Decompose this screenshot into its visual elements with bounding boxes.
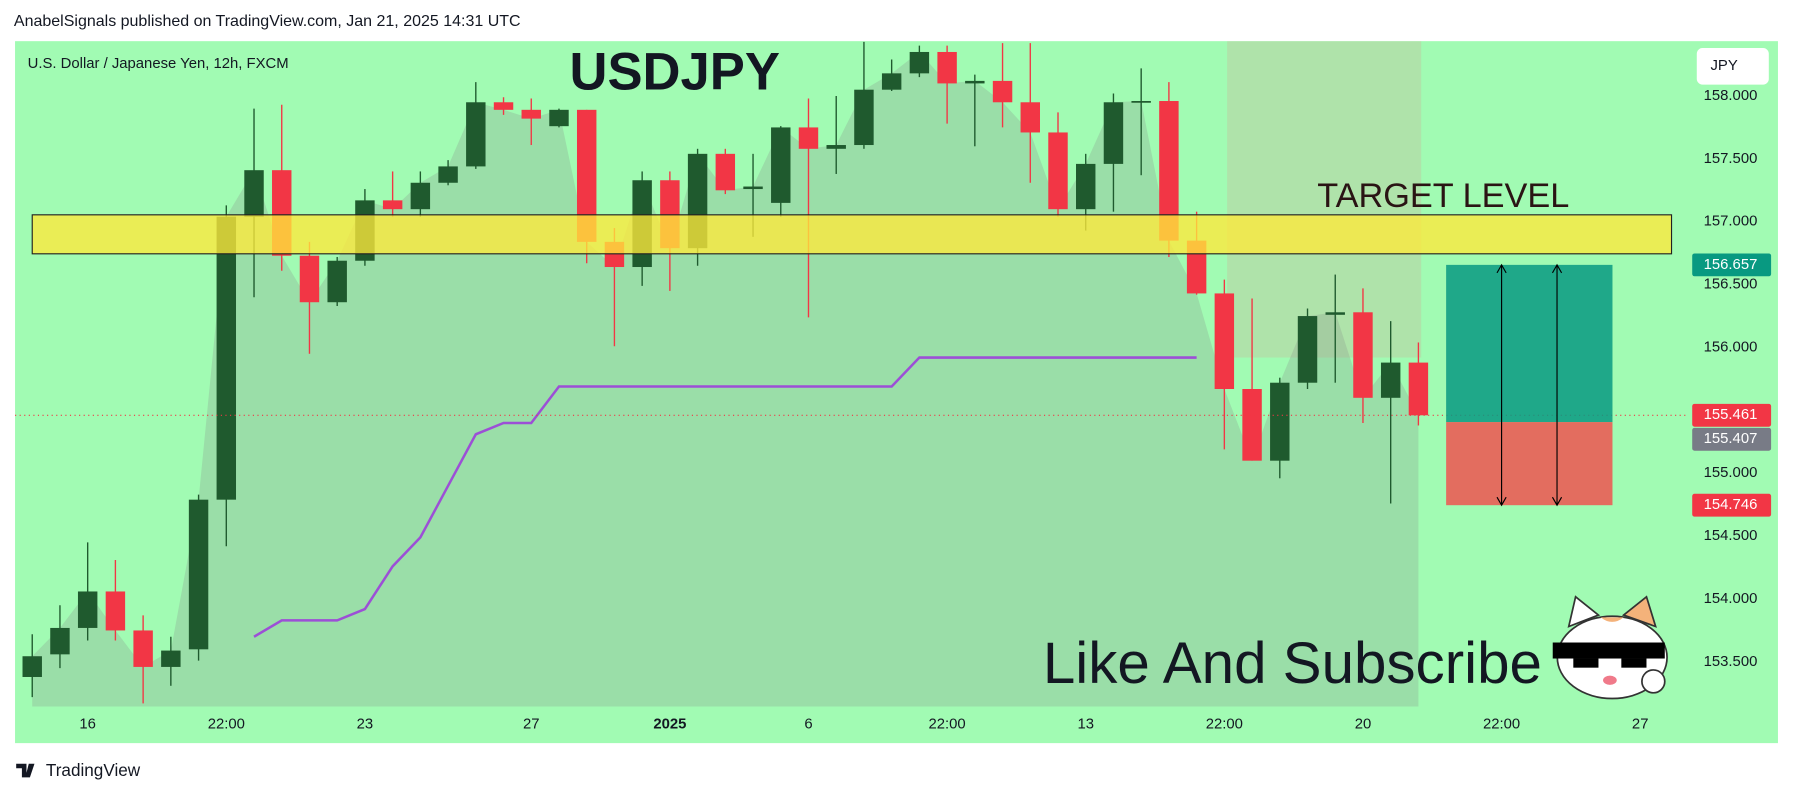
- y-tick-label: 158.000: [1704, 88, 1758, 104]
- candle-body: [1353, 312, 1373, 398]
- candle-body: [909, 51, 930, 74]
- y-tick-label: 155.000: [1704, 465, 1758, 481]
- x-tick-label: 27: [523, 717, 540, 733]
- candle-body: [1020, 102, 1040, 133]
- candle-body: [1297, 316, 1318, 383]
- price-label-box: [1692, 493, 1772, 517]
- currency-box[interactable]: [1696, 48, 1769, 85]
- candle-body: [1159, 101, 1179, 241]
- position-arrow: [1551, 263, 1563, 507]
- target-zone: [31, 214, 1673, 255]
- candle-body: [382, 200, 403, 210]
- publish-header: AnabelSignals published on TradingView.c…: [14, 13, 521, 30]
- chart-title: USDJPY: [570, 42, 780, 101]
- candle-body: [466, 102, 486, 167]
- candle-body: [965, 80, 985, 84]
- y-tick-label: 157.500: [1704, 151, 1758, 167]
- candle-body: [188, 499, 209, 650]
- x-tick-label: 20: [1355, 717, 1372, 733]
- candle-body: [244, 170, 264, 217]
- time-zone: [1227, 41, 1422, 358]
- x-tick-label: 16: [79, 717, 96, 733]
- candle-body: [826, 145, 846, 149]
- candle-body: [798, 127, 819, 149]
- y-tick-label: 153.500: [1704, 654, 1758, 670]
- target-label: TARGET LEVEL: [1317, 177, 1569, 215]
- footer-logo: TradingView: [46, 760, 141, 780]
- candle-body: [771, 127, 791, 203]
- chart-subtitle: U.S. Dollar / Japanese Yen, 12h, FXCM: [28, 56, 289, 72]
- candle-body: [105, 591, 126, 631]
- candle-body: [1408, 362, 1429, 416]
- price-label-box: [1692, 427, 1772, 451]
- candle-body: [133, 630, 153, 667]
- candle-body: [50, 627, 70, 655]
- candle-body: [1076, 163, 1096, 210]
- candle-body: [1048, 132, 1068, 210]
- candle-body: [1380, 362, 1401, 398]
- candle-body: [1325, 312, 1345, 315]
- price-label: 155.461: [1704, 407, 1758, 423]
- candle-body: [937, 51, 957, 84]
- candle-body: [992, 80, 1013, 103]
- candle-body: [22, 656, 42, 677]
- price-label-box: [1692, 403, 1772, 427]
- position-profit: [1446, 264, 1613, 423]
- price-label: 154.746: [1704, 497, 1758, 513]
- candle-body: [576, 109, 597, 242]
- candle-body: [1103, 102, 1124, 164]
- x-tick-label: 22:00: [208, 717, 245, 733]
- y-tick-label: 156.000: [1704, 339, 1758, 355]
- candle-body: [299, 255, 320, 303]
- candle-body: [881, 73, 902, 90]
- candle-body: [1270, 382, 1290, 461]
- candle-body: [438, 166, 458, 183]
- candle-body: [743, 186, 763, 190]
- y-tick-label: 154.000: [1704, 591, 1758, 607]
- candle-body: [521, 109, 541, 119]
- candle-body: [410, 182, 431, 210]
- candle-body: [854, 89, 874, 146]
- candle-body: [493, 102, 514, 110]
- candle-body: [1214, 293, 1235, 390]
- x-tick-label: 6: [804, 717, 812, 733]
- cat-icon: [1552, 595, 1668, 700]
- y-tick-label: 154.500: [1704, 528, 1758, 544]
- x-tick-label: 13: [1077, 717, 1094, 733]
- candle-body: [327, 260, 347, 303]
- position-arrow: [1496, 263, 1507, 507]
- price-label: 156.657: [1704, 257, 1758, 273]
- position-loss: [1446, 422, 1613, 506]
- tradingview-logo: [16, 763, 35, 778]
- x-tick-label: 22:00: [929, 717, 966, 733]
- candle-body: [161, 650, 181, 667]
- x-tick-label: 22:00: [1483, 717, 1520, 733]
- candle-body: [1131, 101, 1151, 103]
- candle-body: [77, 591, 98, 628]
- x-tick-label: 23: [357, 717, 374, 733]
- candle-body: [549, 109, 569, 127]
- x-tick-label: 22:00: [1206, 717, 1243, 733]
- candle-body: [715, 153, 736, 191]
- x-tick-label: 2025: [653, 717, 686, 733]
- indicator-line: [253, 356, 1197, 638]
- price-label: 155.407: [1704, 431, 1758, 447]
- candle-body: [216, 216, 237, 500]
- x-tick-label: 27: [1632, 717, 1649, 733]
- y-tick-label: 157.000: [1704, 214, 1758, 230]
- annotation: Like And Subscribe: [1043, 631, 1542, 696]
- candle-body: [1242, 389, 1262, 461]
- y-tick-label: 156.500: [1704, 277, 1758, 293]
- price-label-box: [1692, 253, 1772, 277]
- currency-label[interactable]: JPY: [1711, 58, 1738, 74]
